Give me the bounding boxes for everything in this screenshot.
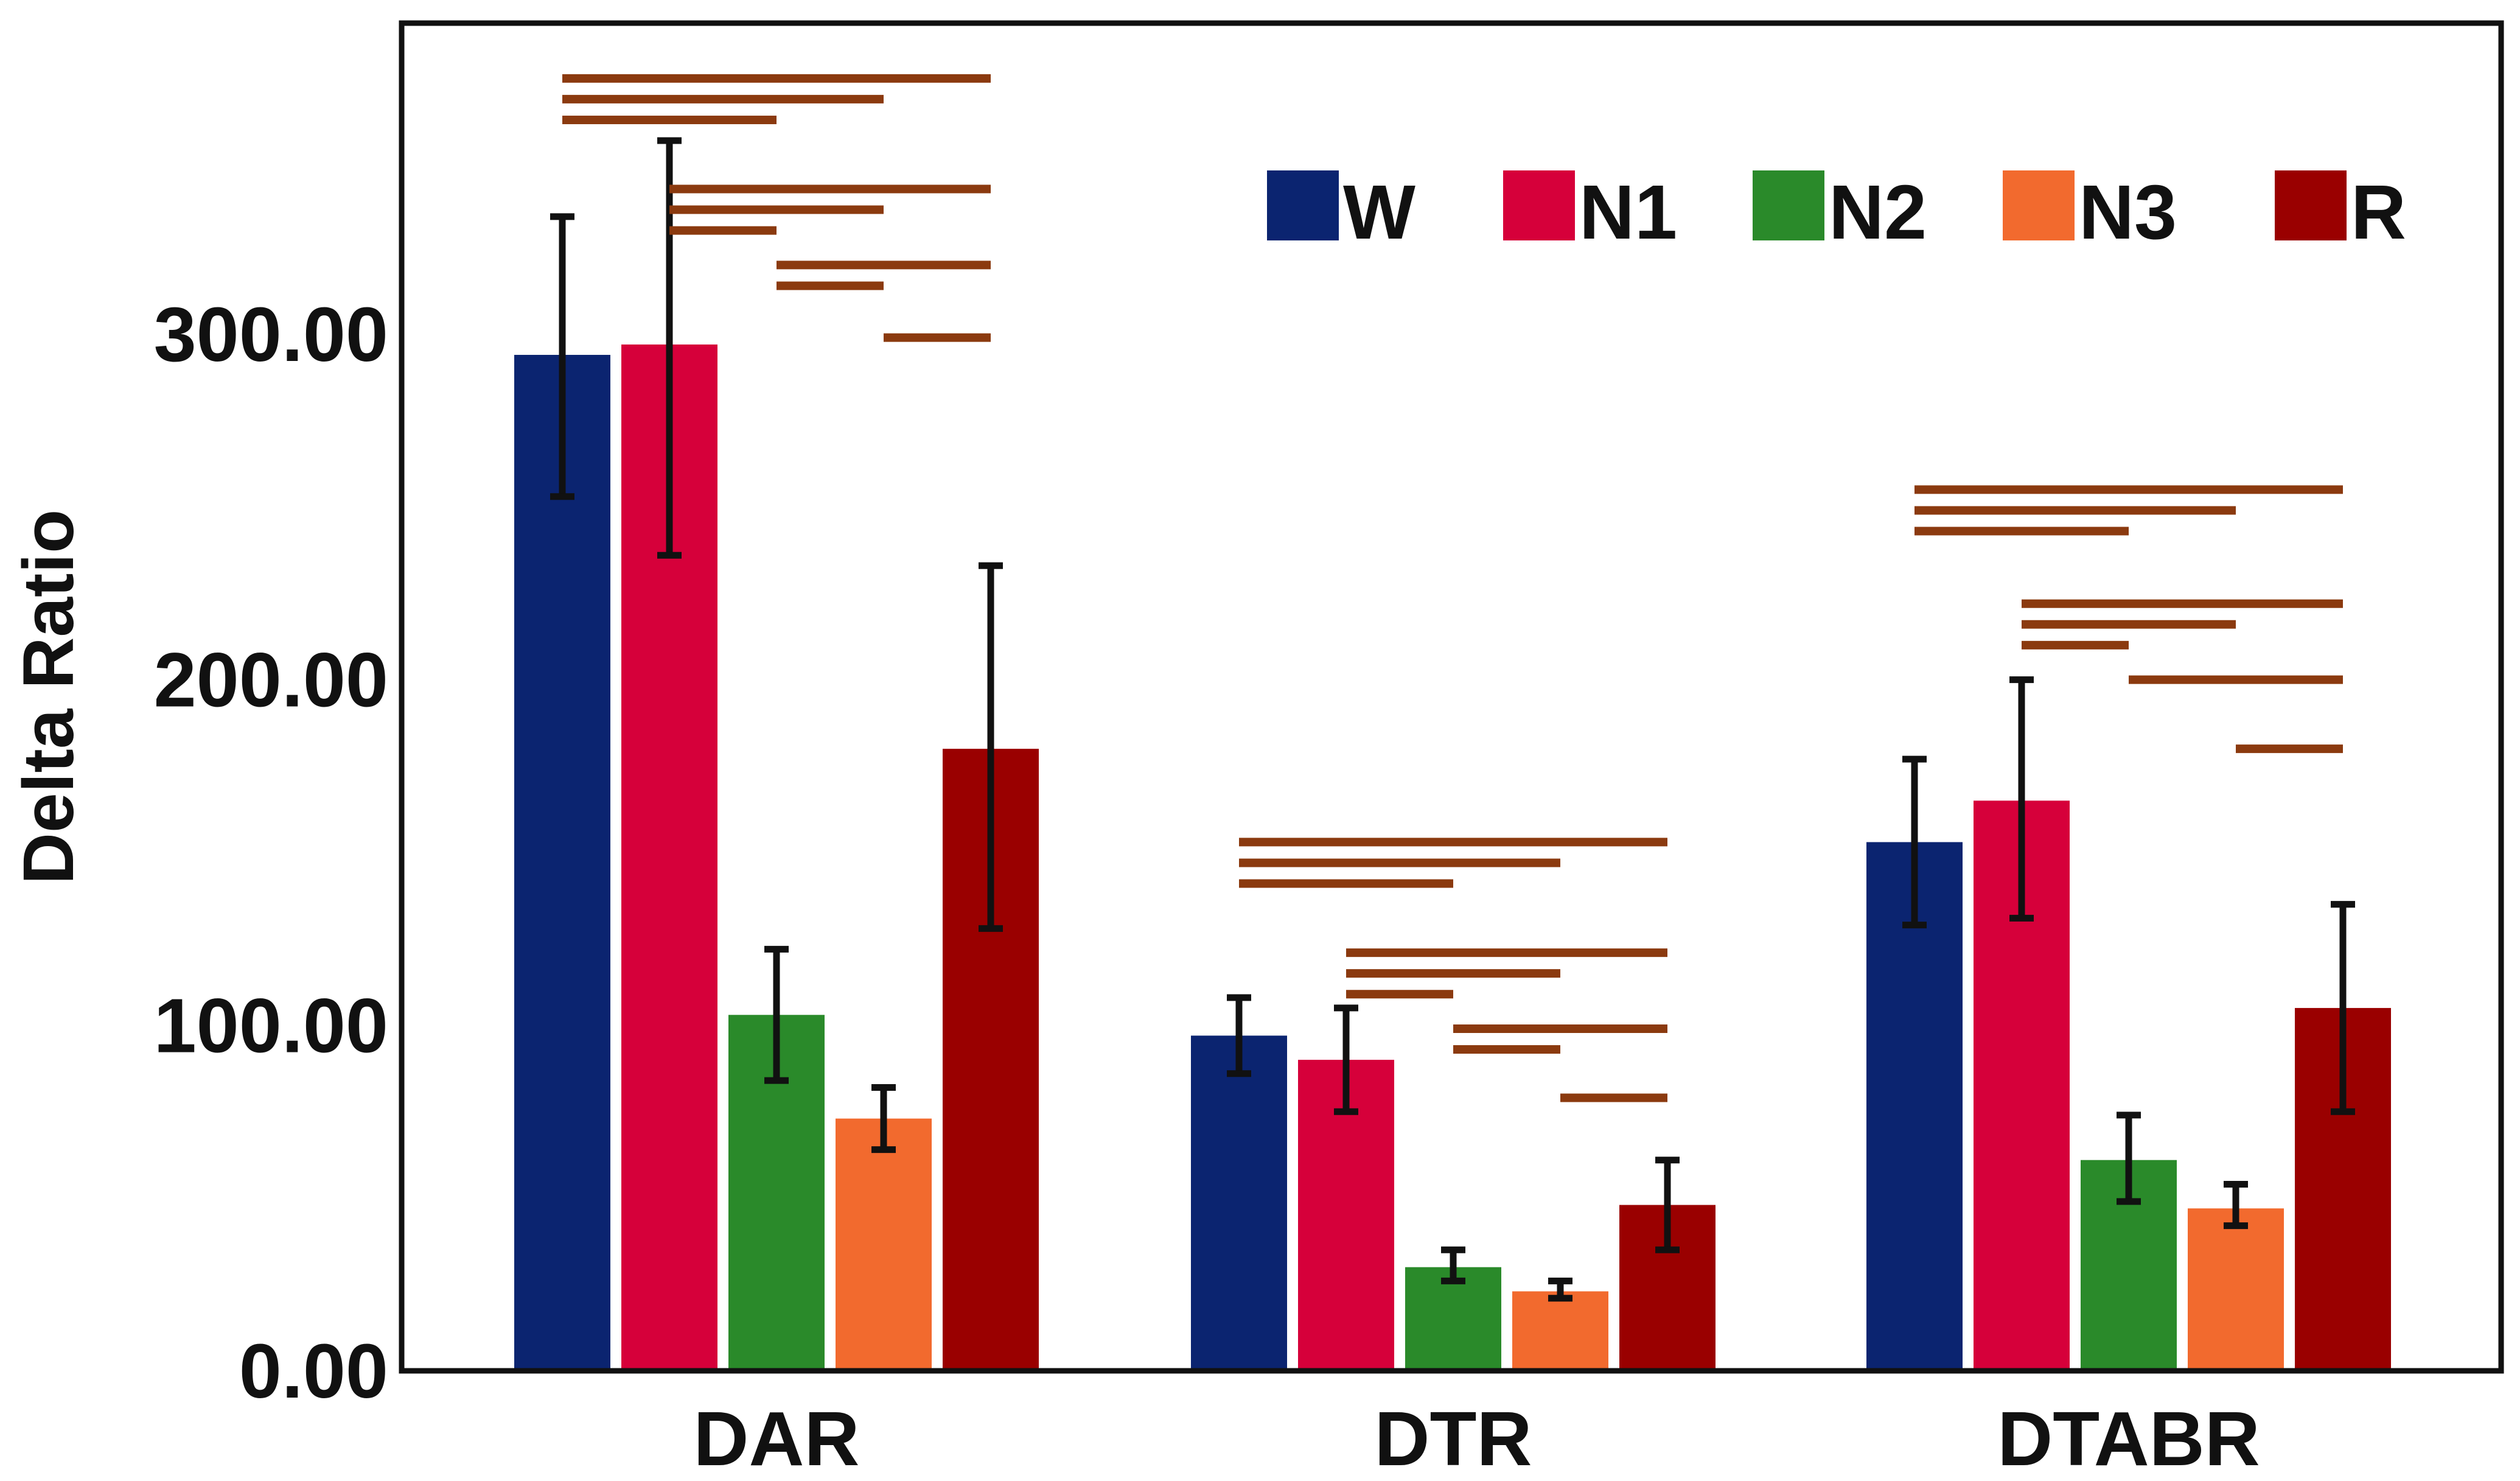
error-bar-dar-n3 bbox=[871, 1084, 896, 1154]
error-bar-dtr-r bbox=[1655, 1157, 1680, 1253]
legend-label: N3 bbox=[2079, 169, 2177, 255]
error-bar-dtr-w bbox=[1227, 994, 1251, 1077]
legend-label: R bbox=[2351, 169, 2406, 255]
bar-dtabr-n3 bbox=[2188, 1208, 2284, 1371]
x-category-labels: DAR DTR DTABR bbox=[694, 1396, 2260, 1481]
bars-layer bbox=[514, 344, 2391, 1371]
plot-frame bbox=[399, 20, 2504, 1374]
legend-swatch bbox=[2003, 170, 2075, 240]
error-bar-dtabr-w bbox=[1902, 755, 1927, 929]
y-tick-labels: 0.00 100.00 200.00 300.00 bbox=[154, 292, 388, 1414]
bar-dar-n3 bbox=[836, 1118, 932, 1371]
significance-bars-layer bbox=[562, 74, 2343, 1102]
bar-dtr-w bbox=[1191, 1035, 1287, 1371]
bar-dtabr-w bbox=[1866, 842, 1963, 1371]
legend-swatch bbox=[1503, 170, 1575, 240]
y-tick-label: 200.00 bbox=[154, 637, 388, 723]
legend: W N1 N2 N3 R bbox=[1267, 169, 2406, 255]
y-axis-title: Delta Ratio bbox=[9, 509, 89, 884]
legend-label: N1 bbox=[1579, 169, 1677, 255]
bar-dar-w bbox=[514, 354, 610, 1371]
legend-item-w: W bbox=[1267, 169, 1415, 255]
error-bar-dtr-n2 bbox=[1441, 1246, 1465, 1284]
legend-swatch bbox=[1267, 170, 1339, 240]
legend-swatch bbox=[1753, 170, 1824, 240]
legend-swatch bbox=[2275, 170, 2347, 240]
y-tick-label: 0.00 bbox=[239, 1328, 388, 1414]
error-bar-dar-n2 bbox=[764, 945, 789, 1084]
error-bar-dtabr-n2 bbox=[2117, 1112, 2141, 1205]
bar-dtr-n2 bbox=[1405, 1267, 1501, 1371]
legend-label: N2 bbox=[1829, 169, 1927, 255]
y-tick-label: 100.00 bbox=[154, 982, 388, 1068]
error-bar-dar-w bbox=[550, 213, 574, 500]
legend-item-n3: N3 bbox=[2003, 169, 2177, 255]
legend-item-r: R bbox=[2275, 169, 2406, 255]
bar-dtr-n3 bbox=[1512, 1291, 1608, 1371]
x-category-label-dar: DAR bbox=[694, 1396, 860, 1481]
x-category-label-dtabr: DTABR bbox=[1997, 1396, 2260, 1481]
legend-item-n1: N1 bbox=[1503, 169, 1677, 255]
error-bar-dtr-n3 bbox=[1548, 1277, 1572, 1302]
error-bars-layer bbox=[550, 137, 2355, 1302]
error-bar-dtabr-n3 bbox=[2224, 1180, 2248, 1230]
legend-item-n2: N2 bbox=[1753, 169, 1927, 255]
error-bar-dtabr-n1 bbox=[2009, 676, 2034, 922]
error-bar-dtabr-r bbox=[2331, 901, 2355, 1115]
legend-label: W bbox=[1343, 169, 1415, 255]
x-category-label-dtr: DTR bbox=[1375, 1396, 1532, 1481]
error-bar-dtr-n1 bbox=[1334, 1004, 1358, 1115]
error-bar-dar-r bbox=[979, 562, 1003, 932]
y-tick-label: 300.00 bbox=[154, 292, 388, 377]
